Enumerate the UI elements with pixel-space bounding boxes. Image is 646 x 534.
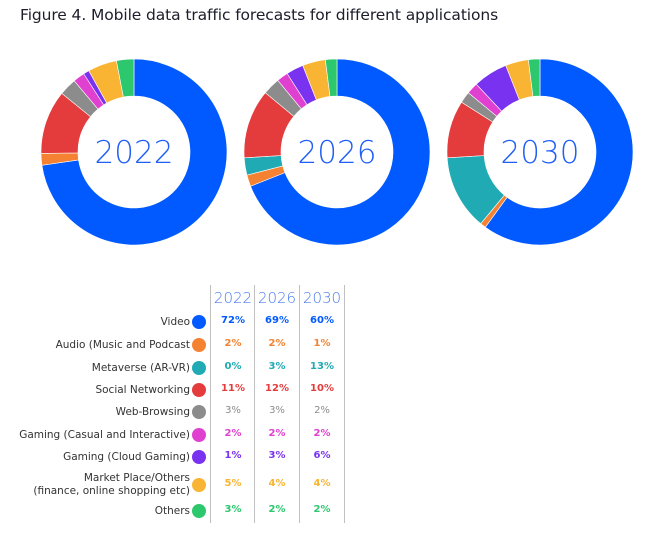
legend-label: Metaverse (AR-VR) xyxy=(92,362,190,375)
value-cell-2026: 69% xyxy=(265,315,289,326)
legend-label-line: Market Place/Others xyxy=(83,472,190,484)
legend-label: Gaming (Casual and Interactive) xyxy=(19,429,190,442)
legend-label: Audio (Music and Podcast xyxy=(56,339,190,352)
value-cell-2022: 1% xyxy=(224,450,242,461)
column-divider xyxy=(299,285,300,523)
column-divider xyxy=(210,285,211,523)
value-cell-2030: 2% xyxy=(313,504,331,515)
legend-color-dot xyxy=(192,383,206,397)
legend-color-dot xyxy=(192,428,206,442)
value-cell-2030: 6% xyxy=(313,450,331,461)
year-header-2030: 2030 xyxy=(302,289,342,307)
column-divider xyxy=(344,285,345,523)
slice-2026-video xyxy=(250,58,431,246)
year-header-2026: 2026 xyxy=(257,289,297,307)
donut-charts: 2022 2026 2030 xyxy=(40,58,634,246)
legend-color-dot xyxy=(192,315,206,329)
donut-center-label: 2022 xyxy=(95,135,174,171)
value-cell-2022: 11% xyxy=(221,383,245,394)
value-cell-2026: 2% xyxy=(268,338,286,349)
slice-2022-others xyxy=(116,58,135,98)
donut-2026: 2026 xyxy=(243,58,431,246)
value-cell-2026: 3% xyxy=(269,405,285,416)
value-cell-2026: 3% xyxy=(268,361,286,372)
legend-label: Web-Browsing xyxy=(116,406,190,419)
legend-color-dot xyxy=(192,361,206,375)
value-cell-2030: 13% xyxy=(310,361,334,372)
value-cell-2022: 5% xyxy=(224,478,242,489)
value-cell-2022: 2% xyxy=(224,338,242,349)
value-cell-2022: 3% xyxy=(224,504,242,515)
legend-color-dot xyxy=(192,478,206,492)
value-cell-2022: 0% xyxy=(224,361,242,372)
value-cell-2022: 3% xyxy=(225,405,241,416)
donut-2030: 2030 xyxy=(446,58,634,246)
donut-center-label: 2030 xyxy=(501,135,580,171)
value-cell-2030: 10% xyxy=(310,383,334,394)
legend-color-dot xyxy=(192,405,206,419)
donut-2022: 2022 xyxy=(40,58,228,246)
value-cell-2026: 2% xyxy=(268,504,286,515)
value-cell-2030: 1% xyxy=(313,338,331,349)
legend-label-line: Social Networking xyxy=(95,383,190,396)
legend-label: Others xyxy=(155,505,190,518)
value-cell-2026: 2% xyxy=(268,428,286,439)
donut-center-label: 2026 xyxy=(298,135,377,171)
slice-2022-video xyxy=(41,58,228,246)
value-cell-2022: 2% xyxy=(224,428,242,439)
legend-label-line: Others xyxy=(154,504,190,517)
legend-label-line: Audio (Music and Podcast xyxy=(55,338,190,351)
value-cell-2030: 2% xyxy=(313,428,331,439)
legend-label: Social Networking xyxy=(95,384,190,397)
legend-color-dot xyxy=(192,450,206,464)
legend-label-line: Gaming (Cloud Gaming) xyxy=(63,450,190,463)
legend-label: Gaming (Cloud Gaming) xyxy=(63,451,190,464)
slice-2030-others xyxy=(528,58,541,97)
value-cell-2026: 4% xyxy=(268,478,286,489)
legend-label-line: Web-Browsing xyxy=(115,405,190,418)
value-cell-2030: 4% xyxy=(313,478,331,489)
value-cell-2030: 2% xyxy=(314,405,330,416)
value-cell-2026: 12% xyxy=(265,383,289,394)
legend-label-line: Video xyxy=(160,315,190,328)
legend-color-dot xyxy=(192,504,206,518)
legend-label: Video xyxy=(161,316,190,329)
year-header-2022: 2022 xyxy=(213,289,253,307)
value-cell-2030: 60% xyxy=(310,315,334,326)
column-divider xyxy=(254,285,255,523)
legend-label-line: Gaming (Casual and Interactive) xyxy=(19,428,190,441)
value-cell-2022: 72% xyxy=(221,315,245,326)
figure-title: Figure 4. Mobile data traffic forecasts … xyxy=(20,6,499,24)
slice-2026-others xyxy=(325,58,338,97)
legend-label-line: Metaverse (AR-VR) xyxy=(91,361,190,374)
legend-color-dot xyxy=(192,338,206,352)
legend-label: Market Place/Others (finance, online shop… xyxy=(33,472,190,498)
legend-label-line: (finance, online shopping etc) xyxy=(33,485,190,497)
slice-2030-video xyxy=(484,58,634,246)
value-cell-2026: 3% xyxy=(268,450,286,461)
